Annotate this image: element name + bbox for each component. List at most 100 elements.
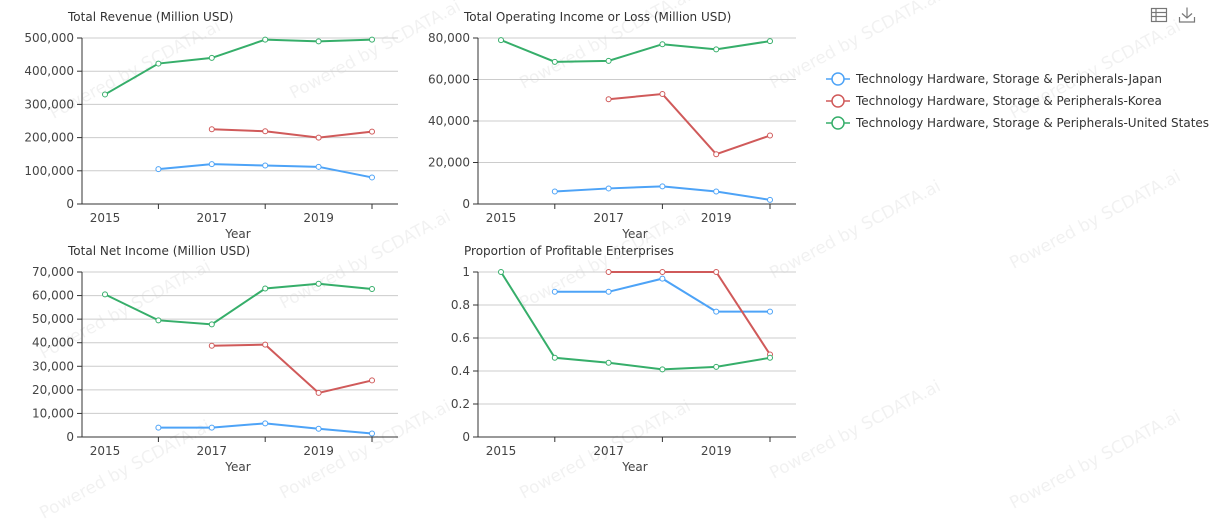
- y-tick-label: 0.2: [451, 397, 470, 411]
- data-point: [767, 196, 773, 203]
- data-point: [369, 285, 375, 292]
- data-point: [262, 285, 269, 292]
- data-point: [102, 91, 108, 98]
- data-point: [605, 96, 612, 103]
- data-point: [659, 275, 666, 282]
- legend-label: Technology Hardware, Storage & Periphera…: [855, 72, 1162, 86]
- data-point: [498, 37, 504, 44]
- y-tick-label: 0.6: [451, 331, 470, 345]
- data-point: [551, 288, 558, 295]
- data-point: [262, 36, 269, 43]
- data-point: [208, 424, 215, 431]
- data-point: [315, 389, 322, 396]
- x-tick-label: 2019: [303, 211, 334, 225]
- x-axis-label: Year: [621, 227, 647, 241]
- y-tick-label: 0: [66, 197, 74, 211]
- series-line: [211, 343, 373, 395]
- series-line: [500, 271, 771, 371]
- chart-title: Total Net Income (Million USD): [67, 244, 250, 258]
- data-point: [713, 46, 720, 53]
- data-point: [605, 57, 612, 64]
- data-view-icon[interactable]: [1150, 6, 1168, 24]
- data-point: [262, 162, 269, 169]
- legend-item[interactable]: Technology Hardware, Storage & Periphera…: [826, 72, 1162, 86]
- data-point: [713, 363, 720, 370]
- legend-item[interactable]: Technology Hardware, Storage & Periphera…: [826, 94, 1162, 108]
- data-point: [767, 132, 773, 139]
- y-tick-label: 1: [462, 265, 470, 279]
- x-tick-label: 2017: [197, 444, 228, 458]
- data-point: [498, 269, 504, 275]
- data-point: [155, 60, 162, 67]
- chart-3: Total Net Income (Million USD) 0 10,000 20,…: [32, 244, 398, 474]
- data-point: [713, 151, 720, 158]
- y-tick-label: 40,000: [32, 336, 74, 350]
- x-axis-label: Year: [224, 460, 250, 474]
- x-axis-label: Year: [621, 460, 647, 474]
- data-point: [262, 420, 269, 427]
- y-tick-label: 0.4: [451, 364, 470, 378]
- data-point: [551, 188, 558, 195]
- series-line: [104, 38, 373, 96]
- y-tick-label: 0.8: [451, 298, 470, 312]
- y-tick-label: 400,000: [24, 64, 74, 78]
- data-point: [315, 163, 322, 170]
- y-tick-label: 60,000: [32, 289, 74, 303]
- download-icon[interactable]: [1178, 6, 1196, 24]
- data-point: [262, 341, 269, 348]
- data-point: [315, 134, 322, 141]
- x-tick-label: 2019: [701, 211, 732, 225]
- x-tick-label: 2015: [486, 211, 517, 225]
- y-tick-label: 30,000: [32, 359, 74, 373]
- legend-circle-icon: [831, 72, 845, 86]
- y-tick-label: 60,000: [428, 73, 470, 87]
- legend-label: Technology Hardware, Storage & Periphera…: [855, 116, 1209, 130]
- data-point: [369, 174, 375, 181]
- chart-title: Total Revenue (Million USD): [67, 10, 233, 24]
- series-line: [608, 271, 771, 356]
- data-point: [369, 36, 375, 43]
- y-tick-label: 0: [462, 197, 470, 211]
- legend-item[interactable]: Technology Hardware, Storage & Periphera…: [826, 116, 1209, 130]
- data-point: [155, 166, 162, 173]
- data-point: [551, 58, 558, 65]
- legend: Technology Hardware, Storage & Periphera…: [826, 72, 1209, 130]
- data-point: [208, 126, 215, 133]
- toolbar: [1150, 6, 1196, 24]
- y-tick-label: 100,000: [24, 164, 74, 178]
- data-point: [208, 342, 215, 349]
- data-point: [315, 38, 322, 45]
- data-point: [713, 308, 720, 315]
- legend-circle-icon: [831, 94, 845, 108]
- legend-circle-icon: [831, 116, 845, 130]
- y-tick-label: 0: [66, 430, 74, 444]
- chart-4: Proportion of Profitable Enterprises 0 0.2…: [451, 244, 796, 474]
- data-point: [102, 291, 108, 298]
- y-tick-label: 40,000: [428, 114, 470, 128]
- data-point: [315, 425, 322, 432]
- data-point: [605, 185, 612, 192]
- y-tick-label: 500,000: [24, 31, 74, 45]
- chart-title: Total Operating Income or Loss (Million …: [463, 10, 731, 24]
- y-tick-label: 300,000: [24, 97, 74, 111]
- data-point: [155, 317, 162, 324]
- data-point: [369, 128, 375, 135]
- data-point: [605, 359, 612, 366]
- legend-label: Technology Hardware, Storage & Periphera…: [855, 94, 1162, 108]
- data-point: [713, 188, 720, 195]
- y-tick-label: 0: [462, 430, 470, 444]
- data-point: [208, 54, 215, 61]
- data-point: [659, 366, 666, 373]
- chart-1: Total Revenue (Million USD) 0 100,000 200,0…: [24, 10, 398, 241]
- data-point: [315, 280, 322, 287]
- x-tick-label: 2015: [90, 211, 121, 225]
- chart-title: Proportion of Profitable Enterprises: [464, 244, 674, 258]
- series-line: [211, 128, 373, 139]
- x-tick-label: 2015: [486, 444, 517, 458]
- data-point: [208, 321, 215, 328]
- data-point: [767, 308, 773, 315]
- y-tick-label: 10,000: [32, 406, 74, 420]
- chart-2: Total Operating Income or Loss (Million …: [428, 10, 796, 241]
- data-point: [605, 269, 612, 275]
- data-point: [767, 38, 773, 45]
